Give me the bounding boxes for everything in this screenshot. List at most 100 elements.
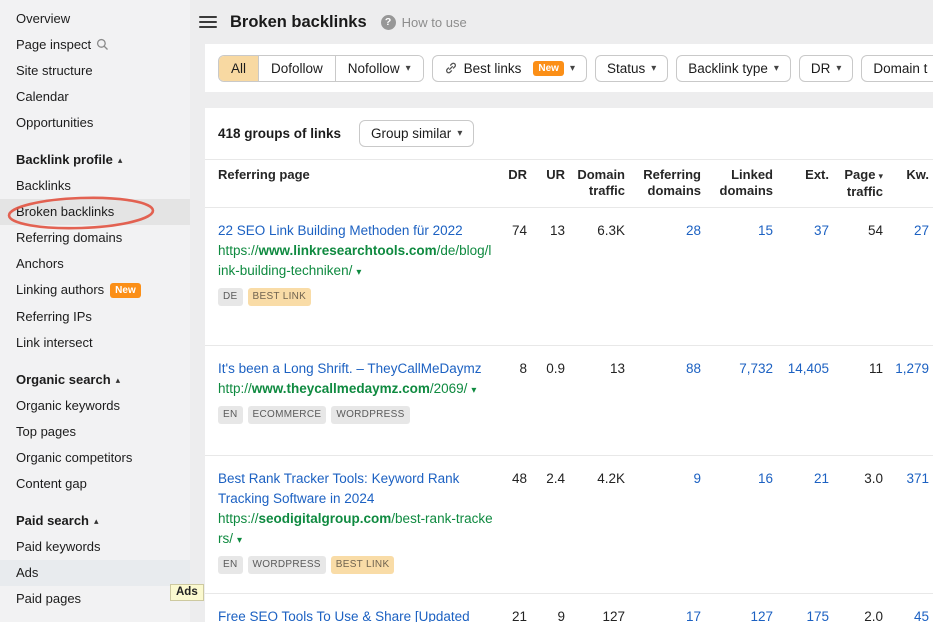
sidebar-section-organic-search[interactable]: Organic search ▴ [0,367,190,393]
section-label: Organic search [16,372,111,387]
sidebar-item-referring-domains[interactable]: Referring domains [0,225,190,251]
url-prefix: http:// [218,381,252,396]
sidebar-item-organic-keywords[interactable]: Organic keywords [0,393,190,419]
referring-page-link[interactable]: It's been a Long Shrift. – TheyCallMeDay… [218,361,482,376]
chevron-down-icon: ▾ [773,62,779,74]
cell-referring_domains[interactable]: 88 [629,345,705,456]
referring-page-url[interactable]: http://www.theycallmedaymz.com/2069/▾ [218,379,493,401]
sidebar-item-label: Broken backlinks [16,204,115,219]
table-row: It's been a Long Shrift. – TheyCallMeDay… [205,345,933,456]
cell-linked_domains[interactable]: 15 [705,207,777,346]
cell-kw[interactable]: 45 [913,609,929,622]
sidebar-item-site-structure[interactable]: Site structure [0,58,190,84]
cell-page_traffic: 2.0 [864,609,883,622]
cell-ext[interactable]: 21 [777,455,833,594]
filter-domain-t-button[interactable]: Domain t [861,54,933,82]
cell-dr: 48 [497,455,531,594]
backlinks-table: Referring page DR UR Domain traffic Referring… [205,159,933,622]
filter-backlink-type-button[interactable]: Backlink type ▾ [676,54,791,82]
sidebar-item-link-intersect[interactable]: Link intersect [0,330,190,356]
cell-kw[interactable]: 27 [887,207,933,346]
col-header-domain_traffic[interactable]: Domain traffic [569,159,629,208]
sidebar-section-backlink-profile[interactable]: Backlink profile ▴ [0,147,190,173]
url-domain: seodigitalgroup.com [258,511,392,526]
segment-label: All [231,60,247,76]
sidebar-item-opportunities[interactable]: Opportunities [0,110,190,136]
cell-referring_domains[interactable]: 28 [629,207,705,346]
sidebar-item-paid-pages[interactable]: Paid pages [0,586,190,612]
sidebar-item-top-pages[interactable]: Top pages [0,419,190,445]
filter-label: Domain t [873,60,928,76]
chevron-up-icon: ▴ [117,155,123,165]
sidebar-item-organic-competitors[interactable]: Organic competitors [0,445,190,471]
referring-page-link[interactable]: Free SEO Tools To Use & Share [Updated [218,609,470,622]
table-header-row: Referring page DR UR Domain traffic Referring… [205,159,933,208]
filter-bar: All Dofollow Nofollow ▾ Best links New ▾ St… [205,44,933,92]
sidebar-item-calendar[interactable]: Calendar [0,84,190,110]
badge-list: EN WORDPRESS BEST LINK [218,556,493,574]
url-expand-caret[interactable]: ▾ [237,535,243,546]
cell-ext[interactable]: 37 [777,207,833,346]
segment-label: Dofollow [271,60,323,76]
section-label: Paid search [16,513,89,528]
sidebar-item-paid-keywords[interactable]: Paid keywords [0,534,190,560]
cell-kw[interactable]: 371 [887,455,933,594]
col-header-line: traffic [846,184,883,199]
sidebar-item-overview[interactable]: Overview [0,6,190,32]
menu-icon[interactable] [199,16,217,28]
cell-referring-page: Best Rank Tracker Tools: Keyword Rank Tr… [205,455,497,594]
col-header-page[interactable]: Referring page [205,159,497,208]
filter-dr-button[interactable]: DR ▾ [798,54,854,82]
cell-ext[interactable]: 175 [806,609,829,622]
sidebar-item-anchors[interactable]: Anchors [0,251,190,277]
col-header-dr[interactable]: DR [497,159,531,208]
sidebar-item-broken-backlinks[interactable]: Broken backlinks [0,199,190,225]
referring-page-url[interactable]: https://www.linkresearchtools.com/de/blo… [218,241,493,283]
sidebar-item-label: Link intersect [16,335,93,350]
url-expand-caret[interactable]: ▾ [471,385,477,396]
segment-dofollow[interactable]: Dofollow [259,55,336,81]
filter-status-button[interactable]: Status ▾ [594,54,669,82]
cell-ur: 2.4 [531,455,569,594]
sidebar-item-content-gap[interactable]: Content gap [0,471,190,497]
cell-kw[interactable]: 1,279 [887,345,933,456]
url-expand-caret[interactable]: ▾ [356,267,362,278]
col-header-kw[interactable]: Kw. [887,159,933,208]
sidebar-item-linking-authors[interactable]: Linking authors New [0,277,190,304]
best-links-button[interactable]: Best links New ▾ [431,54,587,82]
cell-referring_domains[interactable]: 9 [629,455,705,594]
chevron-down-icon: ▾ [569,62,575,74]
sidebar-section-paid-search[interactable]: Paid search ▴ [0,508,190,534]
ads-tooltip: Ads [170,584,204,601]
sidebar-item-label: Ads [16,565,39,580]
referring-page-link[interactable]: Best Rank Tracker Tools: Keyword Rank Tr… [218,471,460,506]
cell-ext[interactable]: 14,405 [777,345,833,456]
sidebar-item-page-inspect[interactable]: Page inspect [0,32,190,58]
cell-ur: 9 [557,609,565,622]
segment-nofollow[interactable]: Nofollow ▾ [335,55,423,81]
segment-all[interactable]: All [219,55,260,81]
col-header-ext[interactable]: Ext. [777,159,833,208]
cell-linked_domains[interactable]: 127 [750,609,773,622]
filter-dropdowns: Status ▾ Backlink type ▾ DR ▾ Domain t [594,54,933,82]
sidebar-item-label: Opportunities [16,115,94,130]
cell-linked_domains[interactable]: 16 [705,455,777,594]
referring-page-url[interactable]: https://seodigitalgroup.com/best-rank-tr… [218,509,493,551]
help-icon[interactable]: ? [380,14,396,30]
sidebar-item-label: Calendar [16,89,69,104]
sidebar-item-referring-ips[interactable]: Referring IPs [0,304,190,330]
sidebar-item-backlinks[interactable]: Backlinks [0,173,190,199]
sidebar-item-label: Paid keywords [16,539,101,554]
group-similar-button[interactable]: Group similar ▾ [359,120,475,147]
cell-linked_domains[interactable]: 7,732 [705,345,777,456]
col-header-page_traffic[interactable]: Page ▾ traffic [833,159,887,208]
col-header-ur[interactable]: UR [531,159,569,208]
cell-referring_domains[interactable]: 17 [685,609,701,622]
col-header-linked_domains[interactable]: Linked domains [705,159,777,208]
how-to-use-link[interactable]: How to use [401,14,467,30]
referring-page-link[interactable]: 22 SEO Link Building Methoden für 2022 [218,223,463,238]
sidebar-item-ads[interactable]: Ads [0,560,190,586]
new-badge: New [533,60,564,76]
col-header-referring_domains[interactable]: Referring domains [629,159,705,208]
